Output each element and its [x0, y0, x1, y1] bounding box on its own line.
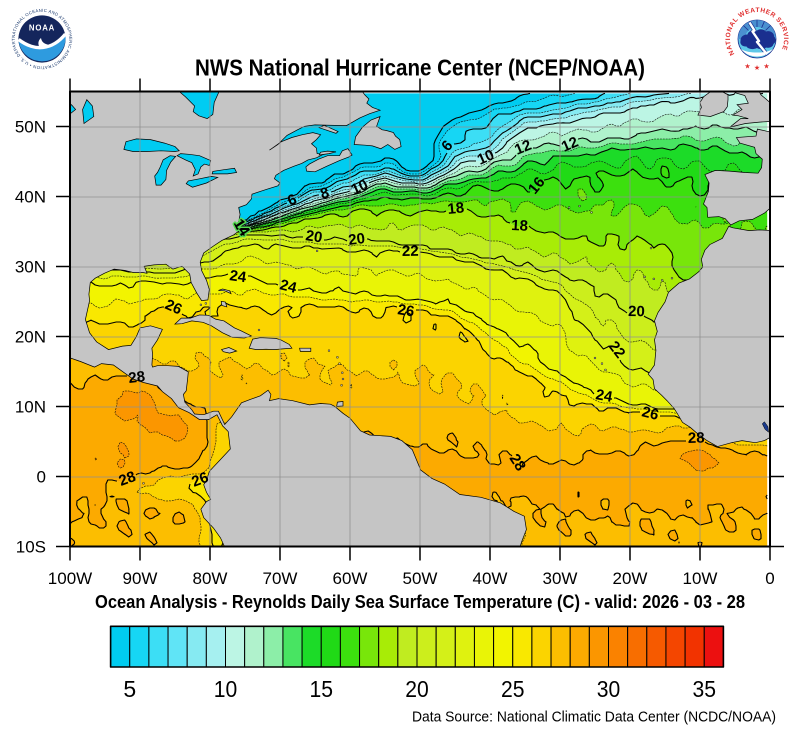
svg-text:16: 16 — [525, 173, 549, 197]
svg-text:70W: 70W — [263, 569, 298, 588]
svg-text:60W: 60W — [333, 569, 368, 588]
svg-text:10: 10 — [349, 176, 371, 198]
svg-text:30: 30 — [597, 676, 621, 702]
svg-text:20W: 20W — [613, 569, 648, 588]
svg-text:24: 24 — [278, 276, 299, 297]
svg-text:26: 26 — [162, 296, 184, 318]
svg-text:10: 10 — [214, 676, 238, 702]
svg-text:100W: 100W — [48, 569, 92, 588]
svg-text:Ocean Analysis - Reynolds Dail: Ocean Analysis - Reynolds Daily Sea Surf… — [95, 591, 745, 612]
svg-text:40W: 40W — [473, 569, 508, 588]
svg-text:5: 5 — [123, 676, 136, 702]
svg-text:26: 26 — [189, 468, 211, 490]
svg-text:0: 0 — [37, 468, 46, 487]
svg-text:20: 20 — [304, 227, 323, 246]
svg-text:12: 12 — [512, 136, 534, 158]
svg-text:10W: 10W — [683, 569, 718, 588]
svg-text:12: 12 — [559, 133, 581, 155]
svg-text:30W: 30W — [543, 569, 578, 588]
svg-text:★: ★ — [763, 63, 769, 71]
svg-text:Data Source: National Climatic: Data Source: National Climatic Data Cent… — [412, 709, 776, 726]
svg-text:★: ★ — [744, 63, 750, 71]
svg-text:20: 20 — [405, 676, 429, 702]
svg-text:20N: 20N — [15, 328, 46, 347]
svg-text:24: 24 — [228, 267, 248, 286]
svg-text:30N: 30N — [15, 258, 46, 277]
svg-text:28: 28 — [506, 450, 529, 473]
svg-text:★: ★ — [754, 64, 760, 72]
svg-text:28: 28 — [117, 468, 138, 490]
svg-text:NOAA: NOAA — [29, 24, 55, 33]
svg-text:26: 26 — [396, 301, 415, 320]
svg-text:20: 20 — [347, 229, 366, 248]
svg-text:18: 18 — [447, 199, 465, 218]
svg-text:28: 28 — [128, 368, 147, 387]
svg-text:50N: 50N — [15, 118, 46, 137]
svg-text:10: 10 — [475, 146, 497, 168]
svg-text:NWS National Hurricane Center: NWS National Hurricane Center (NCEP/NOAA… — [195, 55, 645, 81]
svg-text:0: 0 — [765, 569, 774, 588]
svg-text:35: 35 — [693, 676, 717, 702]
svg-text:90W: 90W — [123, 569, 158, 588]
svg-text:10S: 10S — [16, 538, 46, 557]
svg-text:25: 25 — [501, 676, 525, 702]
svg-text:20: 20 — [628, 303, 645, 320]
svg-text:40N: 40N — [15, 188, 46, 207]
svg-text:80W: 80W — [193, 569, 228, 588]
svg-text:28: 28 — [688, 429, 705, 446]
svg-text:50W: 50W — [403, 569, 438, 588]
svg-text:22: 22 — [605, 337, 629, 361]
svg-text:18: 18 — [511, 217, 529, 235]
svg-text:24: 24 — [594, 386, 614, 406]
svg-text:10N: 10N — [15, 398, 46, 417]
svg-text:26: 26 — [640, 403, 660, 424]
svg-text:22: 22 — [402, 242, 419, 259]
svg-text:15: 15 — [310, 676, 334, 702]
